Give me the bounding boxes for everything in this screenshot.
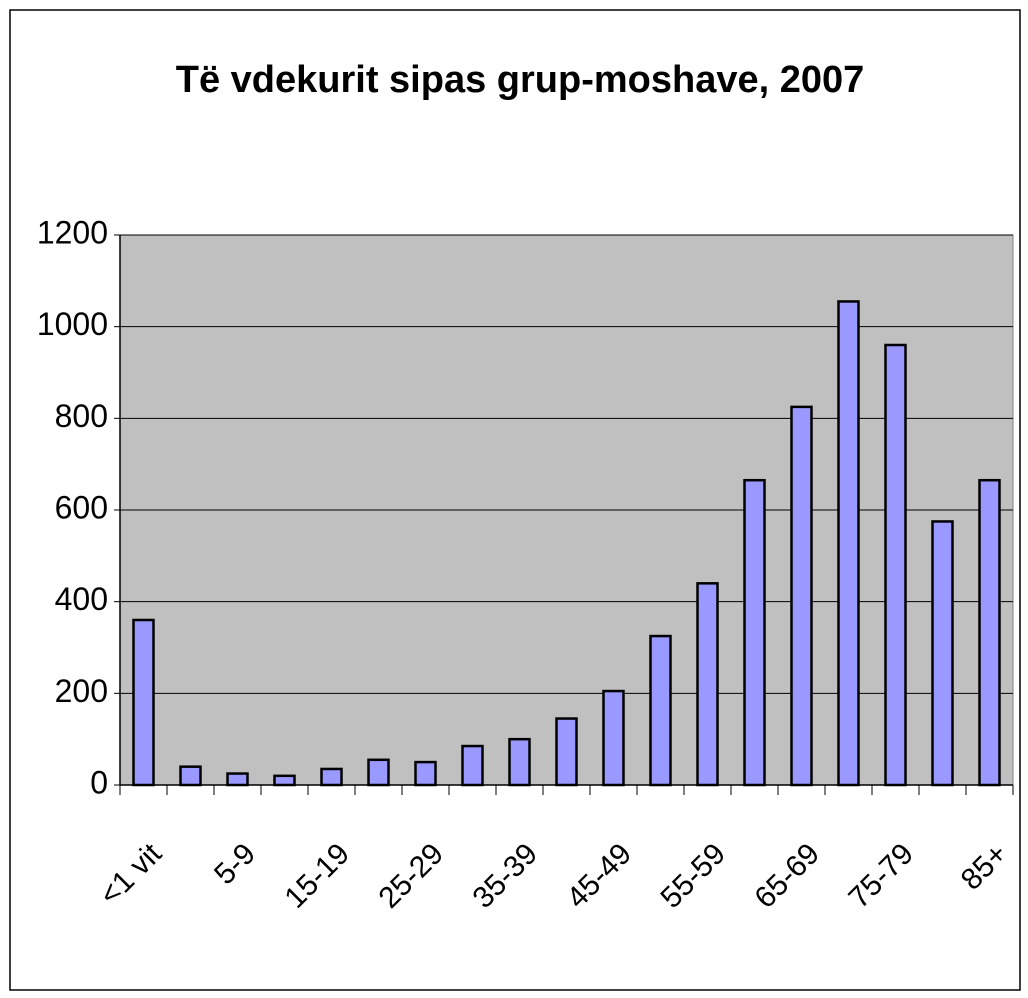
bar <box>837 300 860 787</box>
bar <box>226 772 249 787</box>
y-tick-label: 1200 <box>37 214 108 250</box>
chart-title: Të vdekurit sipas grup-moshave, 2007 <box>176 59 865 101</box>
bar <box>743 478 766 787</box>
bar <box>696 582 719 787</box>
bar <box>649 634 672 787</box>
bar <box>931 520 954 787</box>
y-tick-label: 200 <box>55 673 108 709</box>
bar <box>602 689 625 787</box>
y-tick-label: 400 <box>55 581 108 617</box>
bar <box>978 478 1001 787</box>
y-tick-label: 600 <box>55 489 108 525</box>
y-tick-label: 1000 <box>37 306 108 342</box>
bar <box>461 744 484 787</box>
bar <box>790 405 813 787</box>
bar <box>884 343 907 787</box>
bar <box>367 758 390 787</box>
bar <box>273 774 296 787</box>
bar <box>320 767 343 787</box>
bar <box>179 765 202 787</box>
y-tick-label: 800 <box>55 398 108 434</box>
y-tick-label: 0 <box>90 764 108 800</box>
bar <box>132 618 155 787</box>
bar <box>555 717 578 787</box>
bar <box>414 760 437 787</box>
bar <box>508 737 531 787</box>
